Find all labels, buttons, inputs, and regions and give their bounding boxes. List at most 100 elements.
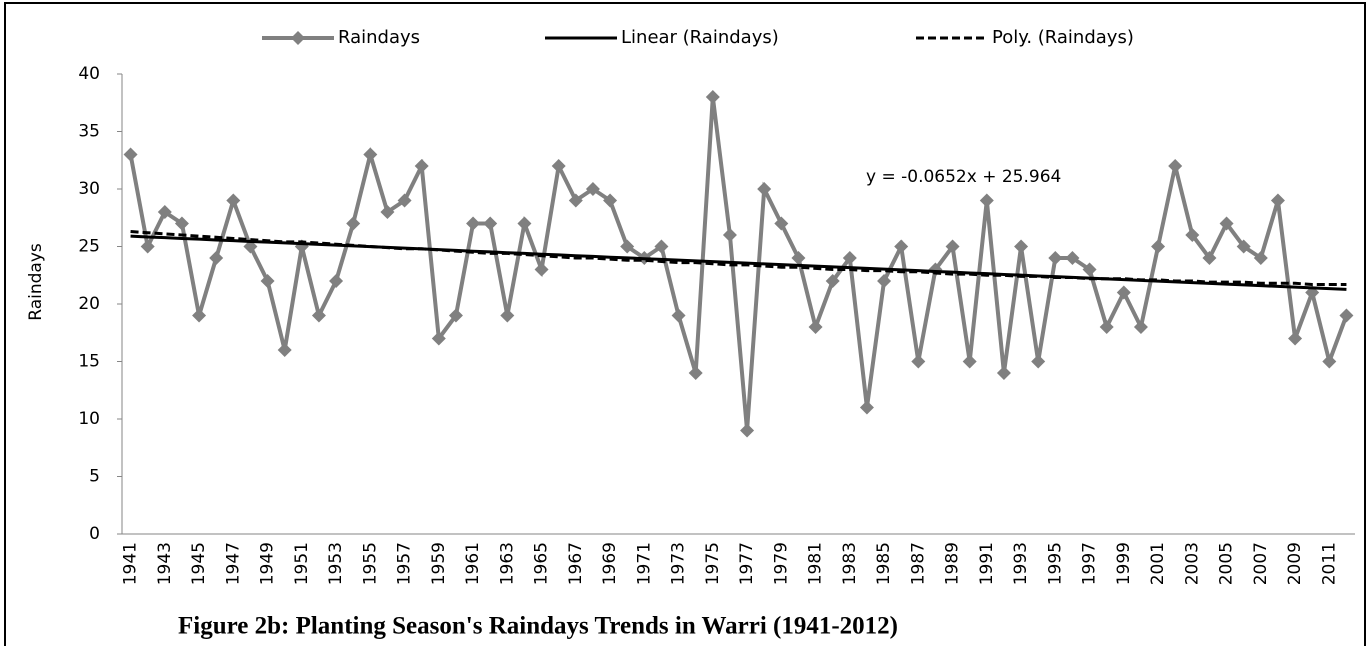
x-tick-label: 1949 xyxy=(258,542,278,585)
x-tick-label: 1979 xyxy=(771,542,791,585)
x-tick-label: 1965 xyxy=(532,542,552,585)
series-line xyxy=(130,230,1347,286)
marker xyxy=(979,193,994,208)
y-axis-label: Raindays xyxy=(26,243,46,321)
marker xyxy=(517,216,532,231)
x-tick-label: 1995 xyxy=(1045,542,1065,585)
marker xyxy=(1065,251,1080,265)
x-tick-label: 2005 xyxy=(1217,542,1237,585)
x-tick-label: 1953 xyxy=(326,542,346,585)
legend-marker xyxy=(291,31,305,45)
marker xyxy=(740,423,755,438)
y-tick-label: 10 xyxy=(78,409,100,429)
x-tick-label: 2011 xyxy=(1319,542,1339,585)
x-tick-label: 1989 xyxy=(943,542,963,585)
x-tick-label: 1963 xyxy=(497,542,517,585)
marker xyxy=(757,182,772,196)
marker xyxy=(722,228,737,242)
marker xyxy=(568,193,583,208)
marker xyxy=(1099,320,1114,334)
x-tick-label: 1993 xyxy=(1011,542,1031,585)
marker xyxy=(1031,354,1046,369)
series-line xyxy=(128,96,1349,431)
marker xyxy=(500,308,515,323)
x-tick-label: 1955 xyxy=(360,542,380,585)
marker xyxy=(671,308,686,323)
marker xyxy=(620,239,635,254)
marker xyxy=(329,274,344,288)
y-tick-label: 25 xyxy=(78,237,100,257)
x-tick-label: 1957 xyxy=(395,542,415,585)
y-tick-label: 15 xyxy=(78,352,100,372)
x-tick-label: 1975 xyxy=(703,542,723,585)
x-tick-label: 1971 xyxy=(634,542,654,585)
marker xyxy=(1082,262,1097,277)
marker xyxy=(551,159,566,173)
x-tick-label: 1941 xyxy=(121,542,141,585)
x-tick-label: 1961 xyxy=(463,542,483,585)
marker xyxy=(996,366,1011,380)
x-tick-label: 1959 xyxy=(429,542,449,585)
legend-label: Raindays xyxy=(338,27,420,48)
y-tick-label: 0 xyxy=(89,524,100,544)
y-tick-label: 35 xyxy=(78,122,100,142)
marker xyxy=(277,343,292,357)
marker xyxy=(945,239,960,254)
marker xyxy=(226,193,241,208)
legend-label: Poly. (Raindays) xyxy=(992,27,1134,48)
y-tick-label: 20 xyxy=(78,294,100,314)
marker xyxy=(1116,285,1131,300)
y-tick-label: 5 xyxy=(89,467,100,487)
x-tick-label: 1947 xyxy=(223,542,243,585)
marker xyxy=(585,182,600,196)
marker xyxy=(774,216,789,231)
x-tick-label: 1983 xyxy=(840,542,860,585)
marker xyxy=(1185,228,1200,242)
marker xyxy=(123,147,138,162)
x-tick-label: 1969 xyxy=(600,542,620,585)
marker xyxy=(363,147,378,162)
y-tick-label: 30 xyxy=(78,179,100,199)
marker xyxy=(483,216,498,231)
x-tick-label: 1977 xyxy=(737,542,757,585)
marker xyxy=(1014,239,1029,254)
marker xyxy=(859,400,874,415)
x-tick-label: 2007 xyxy=(1251,542,1271,585)
marker xyxy=(397,193,412,208)
x-tick-label: 1967 xyxy=(566,542,586,585)
marker xyxy=(1048,251,1063,265)
marker xyxy=(688,366,703,380)
marker xyxy=(1151,239,1166,254)
marker xyxy=(1253,251,1268,265)
legend-label: Linear (Raindays) xyxy=(621,27,779,48)
x-tick-label: 1951 xyxy=(292,542,312,585)
marker xyxy=(311,308,326,323)
x-tick-label: 1973 xyxy=(669,542,689,585)
x-tick-label: 1999 xyxy=(1114,542,1134,585)
marker xyxy=(1133,320,1148,334)
marker xyxy=(791,251,806,265)
marker xyxy=(534,262,549,277)
marker xyxy=(1202,251,1217,265)
marker xyxy=(380,205,395,219)
x-tick-label: 1981 xyxy=(806,542,826,585)
frame xyxy=(4,2,1366,646)
x-tick-label: 2003 xyxy=(1182,542,1202,585)
marker xyxy=(1322,354,1337,369)
annotation: y = -0.0652x + 25.964 xyxy=(866,167,1061,187)
marker xyxy=(157,205,172,219)
marker xyxy=(808,320,823,334)
marker xyxy=(825,274,840,288)
chart-title: Figure 2b: Planting Season's Raindays Tr… xyxy=(178,613,898,640)
x-tick-label: 1997 xyxy=(1080,542,1100,585)
marker xyxy=(209,251,224,265)
marker xyxy=(877,274,892,288)
x-tick-label: 1991 xyxy=(977,542,997,585)
marker xyxy=(140,239,155,254)
x-tick-label: 2001 xyxy=(1148,542,1168,585)
marker xyxy=(603,193,618,208)
marker xyxy=(911,354,926,369)
marker xyxy=(962,354,977,369)
marker xyxy=(1236,239,1251,254)
